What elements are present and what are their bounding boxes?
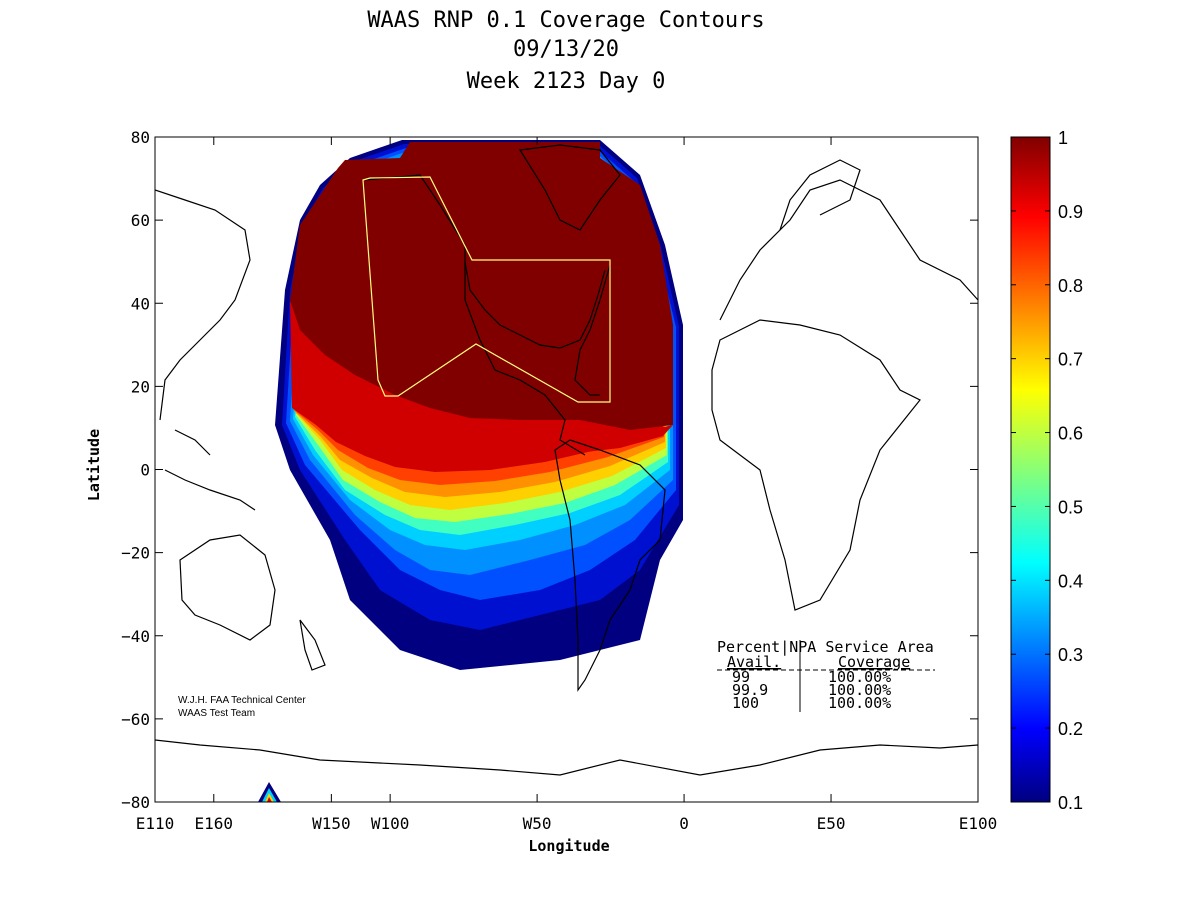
chart-title-line-3: Week 2123 Day 0 — [467, 69, 666, 94]
y-axis-label: Latitude — [85, 429, 103, 501]
coastlines — [155, 144, 978, 776]
chart-title-line-1: WAAS RNP 0.1 Coverage Contours — [367, 8, 764, 33]
coverage-table-row-3-avail: 100 — [732, 694, 759, 712]
y-tick-label: −60 — [121, 710, 150, 729]
colorbar-tick-label: 0.7 — [1058, 350, 1083, 370]
x-tick-label: E160 — [195, 814, 234, 833]
coastline-east-north-america — [574, 264, 611, 396]
colorbar-tick-label: 0.3 — [1058, 645, 1083, 665]
coverage-table-subheader-coverage: Coverage — [838, 653, 910, 671]
y-axis-ticks: 80 60 40 20 0 −20 −40 −60 −80 — [121, 128, 978, 812]
coastline-new-zealand — [299, 619, 326, 671]
x-tick-label: W150 — [312, 814, 351, 833]
contour-band-0.8-antarctic — [265, 793, 274, 802]
colorbar-gradient — [1010, 136, 1051, 803]
x-tick-label: W50 — [523, 814, 552, 833]
y-tick-label: 80 — [131, 128, 150, 147]
coastline-asia-west — [155, 189, 251, 421]
x-tick-label: E50 — [817, 814, 846, 833]
x-tick-label: E100 — [959, 814, 998, 833]
coverage-table-row-2-avail: 99.9 — [732, 681, 768, 699]
coastline-europe — [719, 179, 978, 321]
x-tick-label: 0 — [679, 814, 689, 833]
coverage-contours — [258, 140, 683, 802]
colorbar-tick-label: 0.9 — [1058, 202, 1083, 222]
colorbar-tick-label: 0.5 — [1058, 497, 1083, 517]
x-tick-label: W100 — [371, 814, 410, 833]
y-tick-label: −20 — [121, 544, 150, 563]
coverage-table: Percent|NPA Service Area Avail. Coverage… — [717, 638, 935, 712]
colorbar-tick-label: 0.1 — [1058, 793, 1083, 813]
contour-band-1.0-antarctic — [267, 797, 272, 802]
colorbar-ticks: 1 0.9 0.8 0.7 0.6 0.5 0.4 0.3 0.2 0.1 — [1011, 128, 1083, 813]
x-tick-label: E110 — [136, 814, 175, 833]
y-tick-label: −80 — [121, 793, 150, 812]
credit-line-2: WAAS Test Team — [178, 708, 255, 719]
coastline-north-america — [364, 174, 586, 456]
y-tick-label: 40 — [131, 294, 150, 313]
y-tick-label: 0 — [140, 461, 150, 480]
x-axis-label: Longitude — [528, 837, 609, 855]
service-area-boundary — [362, 176, 611, 403]
coverage-table-row-3-coverage: 100.00% — [828, 694, 891, 712]
y-tick-label: 20 — [131, 377, 150, 396]
colorbar-tick-label: 0.4 — [1058, 571, 1083, 591]
coastline-indonesia — [164, 429, 256, 511]
coverage-table-subheader-avail: Avail. — [727, 653, 781, 671]
coastline-greenland — [518, 144, 621, 231]
coverage-table-row-1-coverage: 100.00% — [828, 668, 891, 686]
service-area-us-states — [464, 261, 606, 349]
colorbar-tick-label: 0.8 — [1058, 276, 1083, 296]
contour-band-1.0 — [290, 142, 673, 430]
chart-title-line-2: 09/13/20 — [513, 37, 619, 62]
coastline-scandinavia — [779, 159, 861, 231]
contour-band-0.95-south — [500, 422, 673, 455]
credit-line-1: W.J.H. FAA Technical Center — [178, 695, 306, 706]
coverage-table-row-2-coverage: 100.00% — [828, 681, 891, 699]
plot-area — [155, 137, 978, 802]
colorbar-tick-label: 0.6 — [1058, 424, 1083, 444]
coverage-table-header: Percent|NPA Service Area — [717, 638, 934, 656]
y-tick-label: 60 — [131, 211, 150, 230]
colorbar-tick-label: 0.2 — [1058, 719, 1083, 739]
colorbar-tick-label: 1 — [1058, 128, 1068, 148]
colorbar: 1 0.9 0.8 0.7 0.6 0.5 0.4 0.3 0.2 0.1 — [1010, 128, 1083, 813]
coverage-table-row-1-avail: 99 — [732, 668, 750, 686]
coastline-south-america — [554, 439, 666, 692]
coastline-africa — [711, 319, 921, 611]
coastline-australia — [179, 534, 276, 641]
coastline-antarctica — [155, 739, 978, 776]
y-tick-label: −40 — [121, 627, 150, 646]
x-axis-ticks: E110 E160 W150 W100 W50 0 E50 E100 — [136, 137, 998, 833]
